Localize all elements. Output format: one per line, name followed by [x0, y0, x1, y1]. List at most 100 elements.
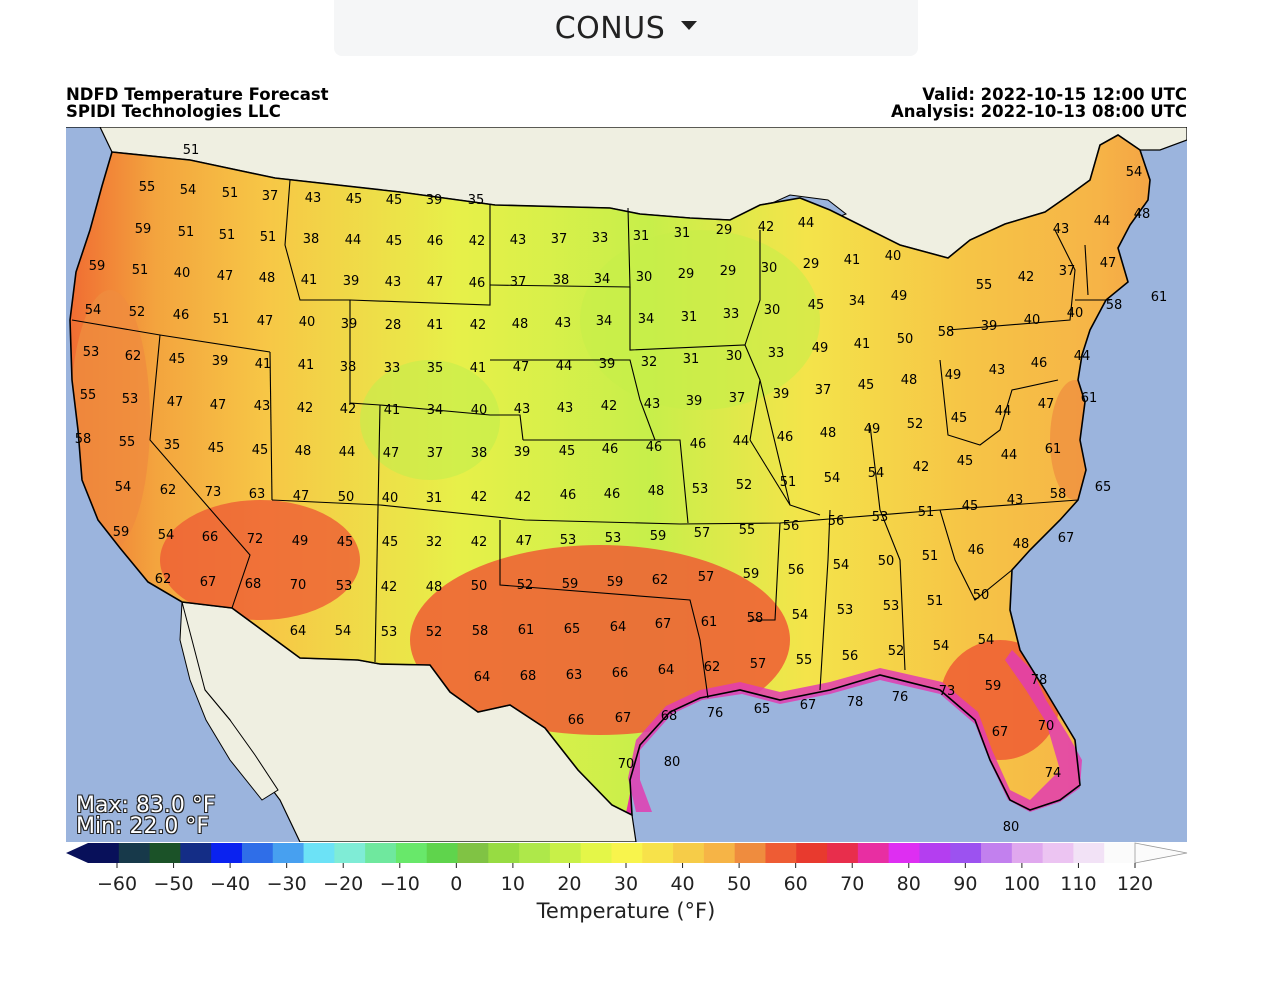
colorbar-swatch: [519, 843, 551, 863]
temperature-value-label: 68: [661, 709, 678, 724]
temperature-value-label: 52: [517, 578, 534, 593]
temperature-value-label: 76: [707, 706, 724, 721]
temperature-value-label: 37: [815, 383, 832, 398]
temperature-value-label: 39: [426, 193, 443, 208]
temperature-value-label: 32: [426, 535, 443, 550]
temperature-value-label: 31: [674, 226, 691, 241]
temperature-value-label: 51: [178, 225, 195, 240]
temperature-value-label: 34: [849, 294, 866, 309]
temperature-value-label: 37: [262, 189, 279, 204]
temperature-value-label: 43: [510, 233, 527, 248]
temperature-value-label: 70: [618, 757, 635, 772]
temperature-value-label: 40: [1024, 313, 1041, 328]
temperature-value-label: 39: [341, 317, 358, 332]
colorbar-swatch: [857, 843, 890, 863]
temperature-value-label: 42: [381, 580, 398, 595]
temperature-value-label: 67: [800, 698, 817, 713]
temperature-value-label: 62: [125, 349, 142, 364]
map-title: NDFD Temperature Forecast: [66, 85, 329, 104]
temperature-value-label: 52: [736, 478, 753, 493]
temperature-value-label: 47: [513, 360, 530, 375]
temperature-value-label: 29: [716, 223, 733, 238]
temperature-value-label: 53: [872, 510, 889, 525]
temperature-value-label: 42: [470, 318, 487, 333]
temperature-value-label: 42: [297, 401, 314, 416]
colorbar-swatch: [149, 843, 181, 863]
temperature-value-label: 61: [1045, 442, 1062, 457]
temperature-value-label: 47: [1038, 397, 1055, 412]
temperature-value-label: 42: [913, 460, 930, 475]
temperature-value-label: 58: [1050, 487, 1067, 502]
temperature-value-label: 54: [115, 480, 132, 495]
colorbar-tick-label: 0: [450, 873, 462, 895]
temperature-value-label: 46: [1031, 356, 1048, 371]
temperature-value-label: 47: [516, 534, 533, 549]
temperature-value-label: 35: [164, 438, 181, 453]
temperature-value-label: 46: [173, 308, 190, 323]
temperature-value-label: 46: [602, 442, 619, 457]
temperature-value-label: 33: [592, 231, 609, 246]
temperature-value-label: 46: [427, 234, 444, 249]
temperature-value-label: 53: [122, 392, 139, 407]
colorbar-swatch: [88, 843, 120, 863]
colorbar-swatch: [611, 843, 643, 863]
temperature-value-label: 37: [729, 391, 746, 406]
temperature-value-label: 74: [1045, 766, 1062, 781]
temperature-value-label: 52: [907, 417, 924, 432]
temperature-value-label: 30: [726, 349, 743, 364]
temperature-value-label: 47: [217, 269, 234, 284]
temperature-value-label: 45: [386, 234, 403, 249]
temperature-value-label: 38: [471, 446, 488, 461]
temperature-value-label: 41: [301, 273, 318, 288]
temperature-value-label: 40: [1067, 306, 1084, 321]
temperature-value-label: 31: [426, 491, 443, 506]
temperature-value-label: 34: [594, 272, 611, 287]
temperature-value-label: 42: [340, 402, 357, 417]
temperature-value-label: 51: [922, 549, 939, 564]
colorbar-tick-label: −60: [97, 873, 137, 895]
region-select-dropdown[interactable]: CONUS: [334, 0, 918, 56]
temperature-value-label: 37: [427, 446, 444, 461]
temperature-value-label: 31: [683, 352, 700, 367]
temperature-value-label: 54: [85, 303, 102, 318]
colorbar-swatch: [580, 843, 612, 863]
temperature-value-label: 56: [788, 563, 805, 578]
temperature-value-label: 62: [652, 573, 669, 588]
temperature-value-label: 38: [340, 360, 357, 375]
chevron-down-icon: [681, 20, 698, 30]
temperature-value-label: 64: [610, 620, 627, 635]
colorbar-tick-label: −30: [267, 873, 307, 895]
temperature-value-label: 49: [945, 368, 962, 383]
temperature-value-label: 45: [252, 443, 269, 458]
temperature-value-label: 34: [427, 403, 444, 418]
temperature-value-label: 45: [386, 193, 403, 208]
temperature-value-label: 38: [303, 232, 320, 247]
temperature-value-label: 51: [927, 594, 944, 609]
temperature-value-label: 51: [260, 230, 277, 245]
colorbar-tick-label: 110: [1060, 873, 1096, 895]
temperature-value-label: 54: [933, 639, 950, 654]
temperature-value-label: 44: [1001, 448, 1018, 463]
temperature-value-label: 57: [698, 570, 715, 585]
temperature-value-label: 29: [678, 267, 695, 282]
colorbar-swatch: [919, 843, 951, 863]
temperature-value-label: 53: [605, 531, 622, 546]
temperature-value-label: 45: [808, 298, 825, 313]
temperature-value-label: 65: [1095, 480, 1112, 495]
temperature-value-label: 68: [245, 577, 262, 592]
temperature-value-label: 70: [290, 578, 307, 593]
temperature-value-label: 46: [646, 440, 663, 455]
temperature-value-label: 31: [633, 229, 650, 244]
colorbar-swatch: [395, 843, 428, 863]
temperature-value-label: 44: [995, 404, 1012, 419]
temperature-value-label: 76: [892, 690, 909, 705]
temperature-value-label: 55: [976, 278, 993, 293]
temperature-value-label: 62: [704, 660, 721, 675]
temperature-value-label: 40: [299, 315, 316, 330]
colorbar-swatch: [765, 843, 797, 863]
colorbar-tick-label: 40: [670, 873, 694, 895]
temperature-value-label: 50: [471, 579, 488, 594]
colorbar-swatch: [118, 843, 151, 863]
colorbar-tick-label: −50: [154, 873, 194, 895]
map-value-labels: 51 55 54 51 37 43 45 45 39 35 59 51 51 51 38 44 45 46 42 43…: [75, 143, 1168, 835]
